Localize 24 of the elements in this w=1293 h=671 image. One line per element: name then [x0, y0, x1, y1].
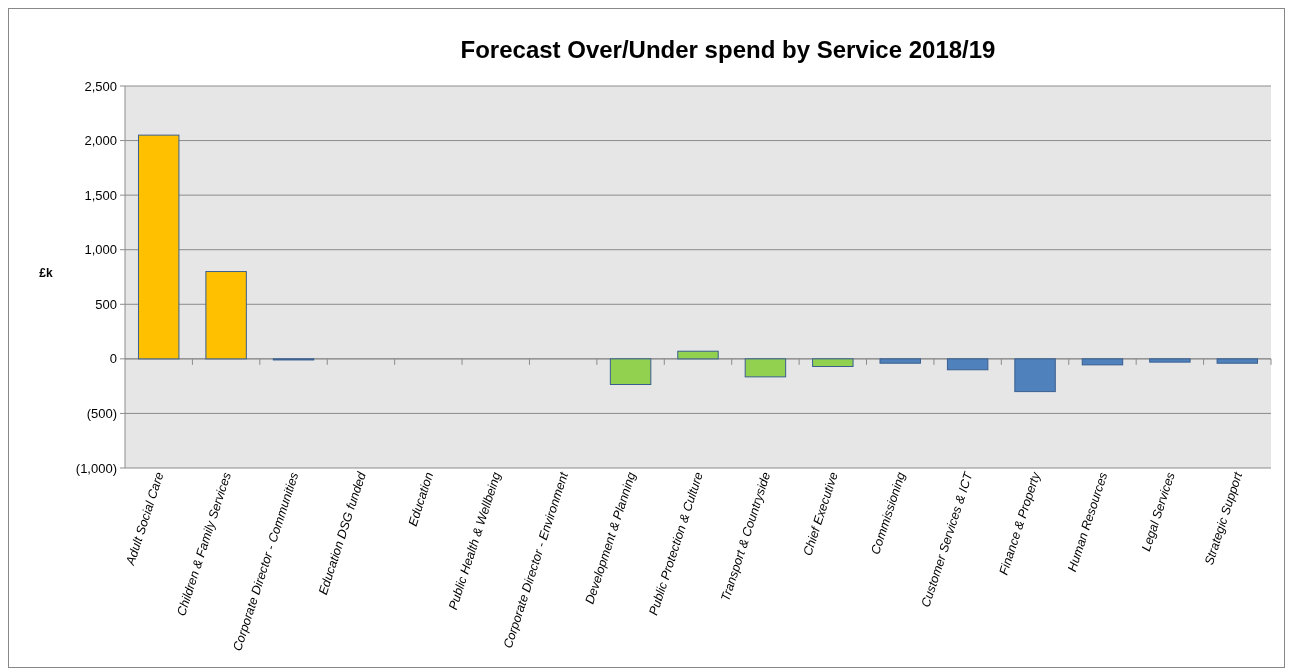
y-tick-label: 500 [95, 296, 117, 312]
bar [1149, 358, 1191, 363]
bar [1216, 358, 1259, 364]
y-tick-label: 2,000 [84, 133, 117, 149]
y-tick-label: 1,500 [84, 187, 117, 203]
y-axis-title: £k [39, 266, 53, 280]
bar [946, 358, 989, 371]
bar [205, 271, 247, 360]
bar [1081, 358, 1124, 366]
y-tick-label: (500) [86, 405, 117, 421]
bar [137, 134, 180, 360]
bar [879, 358, 921, 364]
y-tick-label: 2,500 [84, 78, 117, 94]
x-tick-label: Adult Social Care [123, 470, 167, 568]
x-tick-label: Legal Services [1139, 470, 1178, 553]
bar [812, 358, 854, 367]
y-tick-label: 1,000 [84, 242, 117, 258]
y-tick-label: 0 [109, 351, 117, 367]
chart-title: Forecast Over/Under spend by Service 2018/19 [460, 36, 996, 63]
bar [744, 358, 787, 378]
bar [609, 358, 652, 386]
bar [1014, 358, 1056, 393]
bar [677, 350, 719, 360]
y-tick-label: (1,000) [75, 460, 117, 476]
